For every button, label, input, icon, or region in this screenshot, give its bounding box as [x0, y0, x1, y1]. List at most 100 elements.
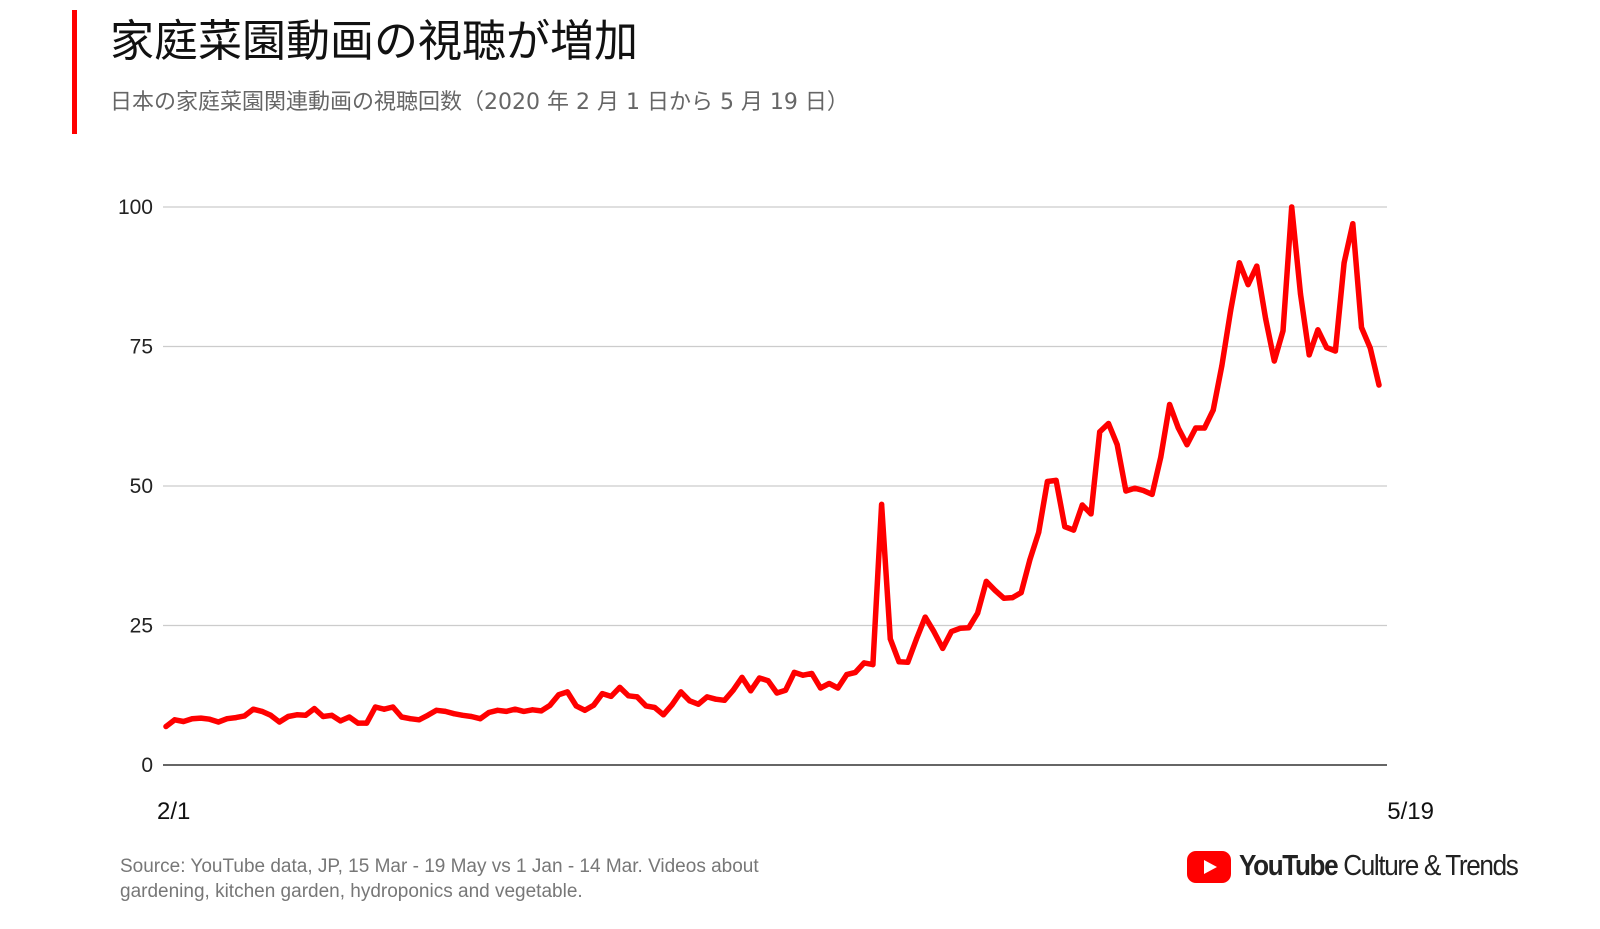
youtube-culture-trends-logo: YouTube Culture & Trends: [1187, 850, 1548, 883]
data-point: [887, 636, 893, 642]
data-point: [503, 708, 509, 715]
data-point: [442, 708, 448, 715]
data-point: [1236, 260, 1242, 266]
data-point: [547, 702, 553, 708]
grid-lines: [163, 206, 1387, 766]
y-tick-label: 50: [130, 475, 153, 498]
data-point: [1123, 488, 1129, 494]
data-point: [1376, 382, 1382, 388]
data-point: [756, 675, 763, 681]
data-point: [983, 578, 989, 585]
data-point: [1105, 420, 1112, 427]
data-point: [721, 697, 728, 703]
data-point: [241, 713, 248, 719]
data-point: [1341, 260, 1347, 266]
data-point: [591, 702, 597, 708]
data-point: [1210, 407, 1216, 413]
data-point: [364, 720, 370, 726]
data-point: [730, 687, 736, 693]
data-point: [1088, 511, 1094, 517]
data-point: [896, 659, 902, 665]
data-point: [913, 636, 920, 642]
data-point: [1254, 263, 1260, 269]
data-point: [433, 707, 440, 713]
y-tick-label: 0: [141, 754, 153, 777]
data-point: [739, 674, 745, 681]
data-point: [180, 718, 187, 725]
data-point: [1079, 502, 1085, 508]
data-point: [582, 707, 588, 713]
data-point: [1167, 401, 1173, 408]
source-note: Source: YouTube data, JP, 15 Mar - 19 Ma…: [120, 856, 759, 902]
data-point: [1036, 529, 1042, 535]
data-point: [1245, 282, 1251, 288]
data-point: [407, 716, 413, 722]
data-point: [931, 629, 937, 635]
data-point: [495, 707, 501, 713]
brand-rest: Culture & Trends: [1337, 850, 1519, 882]
data-point: [748, 688, 754, 694]
data-point: [337, 718, 344, 724]
data-point: [198, 715, 204, 721]
data-point: [399, 714, 405, 720]
data-point: [1062, 524, 1068, 530]
y-tick-label: 75: [130, 336, 153, 359]
data-point: [372, 704, 378, 710]
data-point: [285, 713, 291, 720]
data-point: [1009, 595, 1016, 601]
data-point: [1018, 590, 1024, 596]
x-tick-label-end: 5/19: [1387, 798, 1434, 825]
data-point: [774, 690, 780, 696]
data-point: [966, 625, 972, 631]
data-point: [512, 706, 518, 712]
data-point: [940, 645, 946, 652]
data-point: [1350, 221, 1356, 227]
data-point: [992, 587, 998, 593]
data-point: [207, 716, 213, 722]
data-point: [276, 719, 282, 725]
data-point: [416, 717, 422, 723]
data-point: [634, 694, 640, 700]
data-point: [1158, 454, 1164, 460]
data-point: [870, 662, 876, 668]
data-point: [1175, 425, 1181, 431]
data-point: [1332, 348, 1338, 354]
data-point: [268, 712, 274, 718]
data-point: [704, 694, 710, 700]
data-point: [215, 719, 221, 725]
data-point: [486, 709, 492, 716]
youtube-play-icon: [1187, 850, 1231, 883]
data-point: [844, 672, 850, 678]
data-point: [556, 692, 562, 698]
data-point: [599, 691, 605, 697]
data-point: [573, 703, 579, 709]
data-point: [643, 703, 649, 709]
data-point: [608, 693, 614, 700]
data-point: [311, 706, 317, 712]
data-point: [687, 698, 693, 704]
data-point: [538, 708, 544, 714]
data-point: [861, 660, 867, 666]
data-point: [320, 713, 326, 720]
data-point: [172, 717, 178, 723]
data-point: [1263, 316, 1269, 322]
data-point: [1306, 352, 1312, 358]
accent-bar: [72, 10, 77, 134]
data-point: [390, 704, 396, 710]
data-point: [669, 702, 675, 708]
data-point: [468, 713, 474, 720]
data-point: [713, 696, 719, 702]
data-point: [1219, 362, 1225, 369]
data-point: [521, 708, 527, 715]
data-point: [346, 714, 352, 720]
data-point: [1149, 491, 1155, 497]
data-point: [695, 701, 701, 707]
data-point: [1140, 487, 1146, 494]
data-point: [233, 715, 239, 721]
x-tick-label-start: 2/1: [157, 798, 190, 825]
y-tick-label: 25: [130, 615, 153, 638]
data-point: [948, 629, 955, 635]
data-point: [477, 716, 483, 722]
data-point: [250, 706, 256, 712]
data-point: [564, 689, 571, 695]
